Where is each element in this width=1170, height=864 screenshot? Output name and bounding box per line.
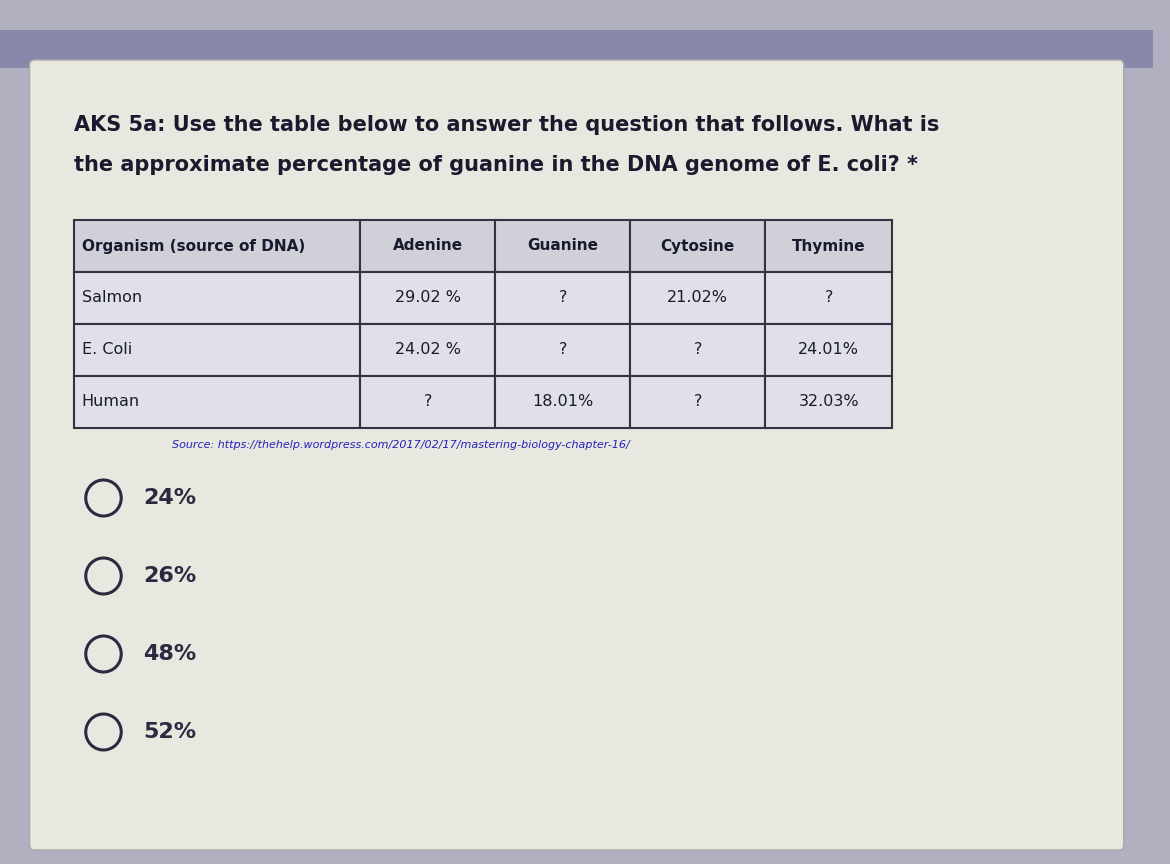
Text: 24%: 24% [143, 488, 197, 508]
Bar [495, 220, 631, 272]
Text: 21.02%: 21.02% [667, 290, 728, 306]
Text: Cytosine: Cytosine [661, 238, 735, 253]
Text: Human: Human [82, 395, 140, 410]
Text: ?: ? [424, 395, 432, 410]
Bar [765, 324, 892, 376]
Text: 24.02 %: 24.02 % [394, 342, 461, 358]
Text: 32.03%: 32.03% [798, 395, 859, 410]
Bar [631, 376, 765, 428]
Bar [495, 376, 631, 428]
Bar [495, 272, 631, 324]
Text: ?: ? [558, 290, 567, 306]
Text: Salmon: Salmon [82, 290, 142, 306]
Text: 26%: 26% [143, 566, 197, 586]
Text: Guanine: Guanine [528, 238, 598, 253]
Text: ?: ? [558, 342, 567, 358]
Bar [631, 272, 765, 324]
Bar [360, 376, 495, 428]
Text: 18.01%: 18.01% [532, 395, 593, 410]
Text: Thymine: Thymine [792, 238, 866, 253]
Bar [765, 272, 892, 324]
Text: E. Coli: E. Coli [82, 342, 132, 358]
Bar [0, 0, 1154, 55]
Text: ?: ? [694, 342, 702, 358]
Text: Adenine: Adenine [393, 238, 463, 253]
Text: AKS 5a: Use the table below to answer the question that follows. What is: AKS 5a: Use the table below to answer th… [74, 115, 940, 135]
Text: 48%: 48% [143, 644, 197, 664]
Bar [495, 324, 631, 376]
Bar [74, 272, 360, 324]
Text: ?: ? [694, 395, 702, 410]
Bar [765, 376, 892, 428]
Bar [360, 272, 495, 324]
Bar [765, 220, 892, 272]
Bar [631, 220, 765, 272]
Text: 52%: 52% [143, 722, 197, 742]
Text: the approximate percentage of guanine in the DNA genome of E. coli? *: the approximate percentage of guanine in… [74, 155, 918, 175]
Bar [74, 376, 360, 428]
Bar [360, 220, 495, 272]
Bar [74, 324, 360, 376]
Text: 29.02 %: 29.02 % [394, 290, 461, 306]
Text: ?: ? [825, 290, 833, 306]
Text: Source: https://thehelp.wordpress.com/2017/02/17/mastering-biology-chapter-16/: Source: https://thehelp.wordpress.com/20… [172, 440, 631, 450]
Bar [0, 30, 1154, 68]
Bar [74, 220, 360, 272]
FancyBboxPatch shape [29, 60, 1123, 850]
Text: 24.01%: 24.01% [798, 342, 859, 358]
Text: Organism (source of DNA): Organism (source of DNA) [82, 238, 305, 253]
Bar [360, 324, 495, 376]
Bar [631, 324, 765, 376]
